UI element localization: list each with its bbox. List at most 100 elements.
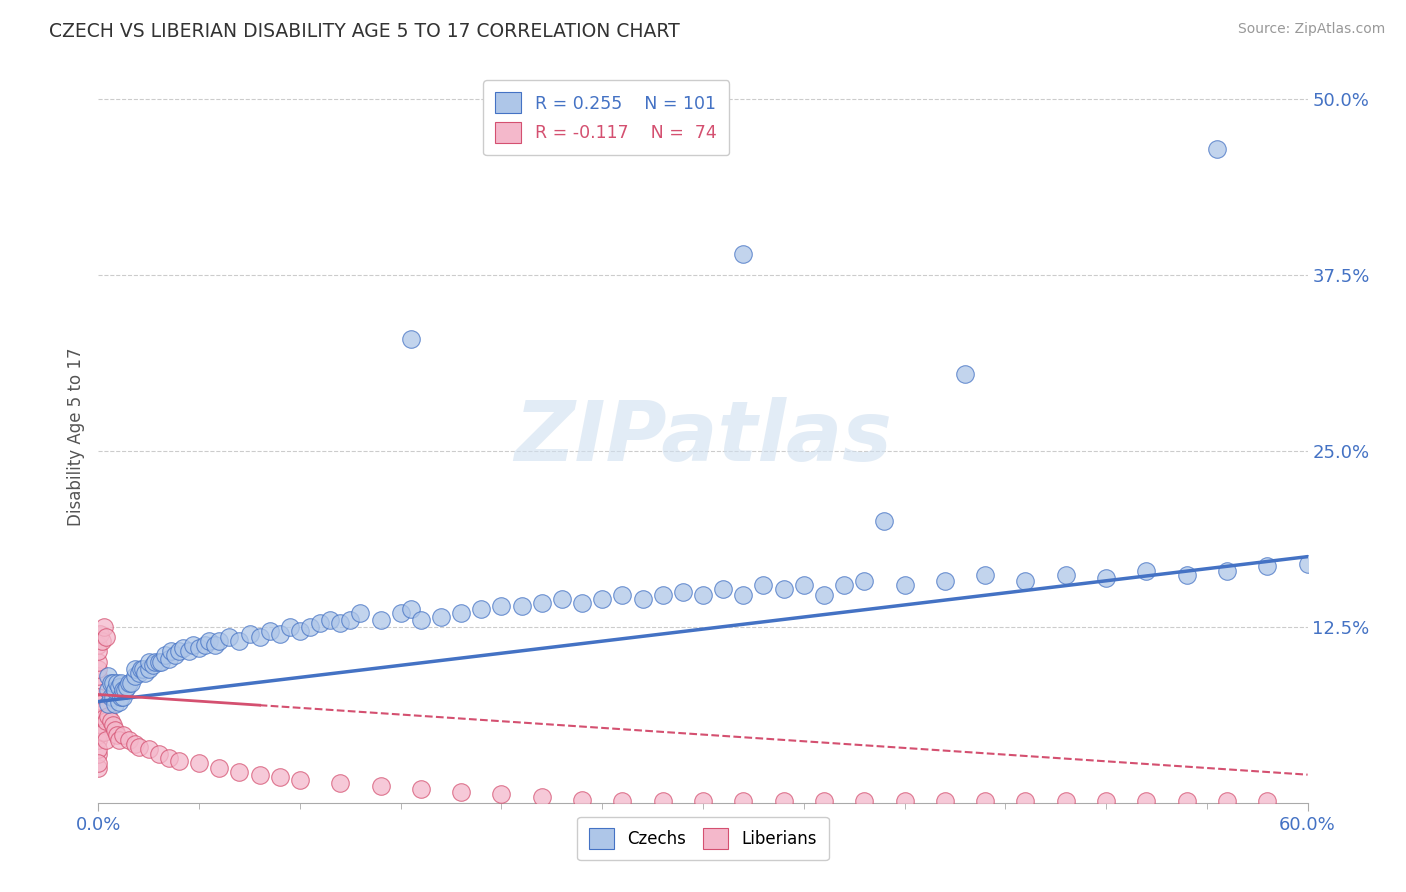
Point: [409, 613, 432, 627]
Point: [278, 620, 301, 634]
Point: [208, 634, 231, 648]
Point: [893, 578, 915, 592]
Point: [218, 630, 240, 644]
Point: [89, 698, 111, 712]
Point: [934, 574, 956, 588]
Point: [491, 599, 513, 613]
Point: [491, 788, 513, 802]
Point: [1014, 574, 1036, 588]
Point: [107, 732, 129, 747]
Point: [93, 711, 115, 725]
Point: [96, 732, 118, 747]
Point: [893, 794, 915, 808]
Point: [115, 681, 138, 695]
Point: [110, 690, 132, 705]
Point: [103, 698, 125, 712]
Point: [181, 638, 204, 652]
Point: [163, 648, 186, 662]
Point: [1256, 559, 1278, 574]
Point: [188, 641, 211, 656]
Point: [87, 644, 110, 658]
Point: [101, 690, 124, 705]
Point: [167, 754, 190, 768]
Point: [107, 694, 129, 708]
Point: [530, 596, 553, 610]
Point: [631, 591, 654, 606]
Point: [93, 620, 115, 634]
Point: [399, 332, 422, 346]
Point: [571, 596, 593, 610]
Point: [111, 683, 134, 698]
Point: [339, 613, 361, 627]
Point: [249, 767, 271, 781]
Point: [87, 669, 110, 683]
Text: Source: ZipAtlas.com: Source: ZipAtlas.com: [1237, 22, 1385, 37]
Point: [105, 728, 128, 742]
Point: [228, 634, 250, 648]
Point: [239, 627, 262, 641]
Point: [160, 644, 183, 658]
Point: [1216, 794, 1239, 808]
Point: [370, 613, 392, 627]
Point: [1175, 794, 1198, 808]
Point: [733, 794, 755, 808]
Legend: Czechs, Liberians: Czechs, Liberians: [578, 817, 828, 860]
Point: [198, 634, 221, 648]
Point: [288, 624, 311, 639]
Point: [329, 776, 352, 790]
Point: [813, 794, 835, 808]
Point: [149, 655, 172, 669]
Point: [288, 773, 311, 788]
Point: [692, 588, 714, 602]
Point: [101, 676, 124, 690]
Point: [409, 781, 432, 796]
Point: [124, 662, 146, 676]
Point: [134, 666, 156, 681]
Point: [167, 644, 190, 658]
Point: [530, 790, 553, 805]
Point: [591, 591, 613, 606]
Point: [91, 634, 114, 648]
Point: [87, 690, 110, 705]
Point: [157, 652, 180, 666]
Point: [813, 588, 835, 602]
Point: [97, 683, 120, 698]
Point: [208, 761, 231, 775]
Point: [87, 718, 110, 732]
Point: [114, 683, 136, 698]
Point: [612, 588, 634, 602]
Point: [143, 655, 166, 669]
Text: ZIPatlas: ZIPatlas: [515, 397, 891, 477]
Point: [1296, 557, 1319, 571]
Point: [370, 779, 392, 793]
Point: [124, 737, 146, 751]
Point: [118, 732, 141, 747]
Point: [470, 601, 492, 615]
Point: [100, 714, 122, 729]
Point: [733, 588, 755, 602]
Point: [450, 606, 472, 620]
Point: [1095, 571, 1118, 585]
Point: [1256, 794, 1278, 808]
Point: [349, 606, 371, 620]
Point: [204, 638, 226, 652]
Point: [87, 714, 110, 729]
Point: [853, 574, 876, 588]
Point: [269, 771, 291, 785]
Point: [571, 793, 593, 807]
Point: [319, 613, 342, 627]
Point: [228, 764, 250, 779]
Point: [1095, 794, 1118, 808]
Point: [974, 794, 997, 808]
Point: [87, 655, 110, 669]
Point: [89, 627, 111, 641]
Point: [711, 582, 734, 596]
Point: [97, 698, 120, 712]
Y-axis label: Disability Age 5 to 17: Disability Age 5 to 17: [66, 348, 84, 526]
Point: [1054, 794, 1077, 808]
Point: [612, 794, 634, 808]
Point: [128, 666, 150, 681]
Point: [100, 676, 122, 690]
Point: [138, 742, 160, 756]
Point: [87, 690, 110, 705]
